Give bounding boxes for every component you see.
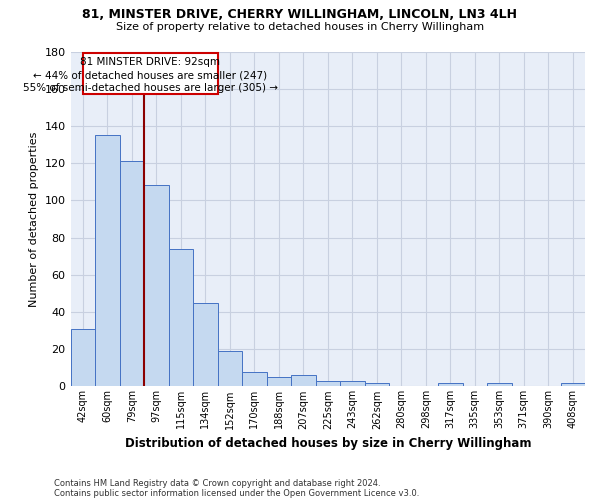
Bar	[95, 135, 119, 386]
Text: Size of property relative to detached houses in Cherry Willingham: Size of property relative to detached ho…	[116, 22, 484, 32]
Text: Contains public sector information licensed under the Open Government Licence v3: Contains public sector information licen…	[54, 488, 419, 498]
Bar	[560, 382, 585, 386]
X-axis label: Distribution of detached houses by size in Cherry Willingham: Distribution of detached houses by size …	[125, 437, 531, 450]
Bar	[71, 328, 95, 386]
Bar	[119, 162, 144, 386]
Bar	[266, 377, 291, 386]
Text: 81 MINSTER DRIVE: 92sqm: 81 MINSTER DRIVE: 92sqm	[80, 57, 220, 67]
Text: Contains HM Land Registry data © Crown copyright and database right 2024.: Contains HM Land Registry data © Crown c…	[54, 478, 380, 488]
Bar	[169, 248, 193, 386]
Bar	[340, 381, 365, 386]
Bar	[291, 375, 316, 386]
Bar	[438, 382, 463, 386]
Bar	[316, 381, 340, 386]
Text: 55% of semi-detached houses are larger (305) →: 55% of semi-detached houses are larger (…	[23, 83, 278, 93]
Bar	[218, 351, 242, 386]
Y-axis label: Number of detached properties: Number of detached properties	[29, 132, 39, 306]
Text: ← 44% of detached houses are smaller (247): ← 44% of detached houses are smaller (24…	[33, 70, 267, 80]
Bar	[242, 372, 266, 386]
Bar	[144, 186, 169, 386]
Bar	[193, 302, 218, 386]
Text: 81, MINSTER DRIVE, CHERRY WILLINGHAM, LINCOLN, LN3 4LH: 81, MINSTER DRIVE, CHERRY WILLINGHAM, LI…	[83, 8, 517, 20]
Bar	[487, 382, 512, 386]
FancyBboxPatch shape	[83, 54, 218, 94]
Bar	[365, 382, 389, 386]
